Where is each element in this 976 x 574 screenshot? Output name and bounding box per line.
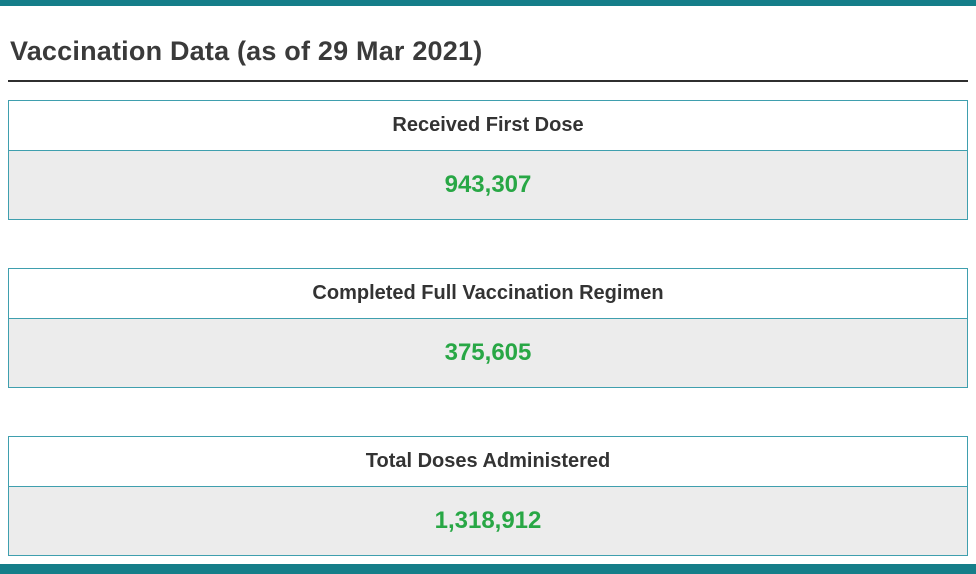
stat-card-label: Completed Full Vaccination Regimen (312, 282, 664, 304)
stat-card-full-regimen: Completed Full Vaccination Regimen 375,6… (8, 268, 968, 388)
stat-card-value-row: 375,605 (9, 319, 967, 387)
stat-card-total-doses: Total Doses Administered 1,318,912 (8, 436, 968, 556)
main-content: Vaccination Data (as of 29 Mar 2021) Rec… (8, 36, 968, 556)
top-accent-bar (0, 0, 976, 6)
stat-card-label: Total Doses Administered (365, 450, 611, 472)
stat-card-value-row: 943,307 (9, 151, 967, 219)
stat-card-header: Received First Dose (9, 101, 967, 151)
page-title: Vaccination Data (as of 29 Mar 2021) (10, 36, 483, 66)
stat-card-value: 943,307 (444, 171, 532, 198)
title-divider (8, 80, 968, 82)
stat-card-header: Total Doses Administered (9, 437, 967, 487)
stat-card-value: 375,605 (444, 339, 532, 366)
bottom-accent-bar (0, 564, 976, 574)
stat-card-value-row: 1,318,912 (9, 487, 967, 555)
stat-card-label: Received First Dose (392, 114, 584, 136)
stat-card-header: Completed Full Vaccination Regimen (9, 269, 967, 319)
stat-card-value: 1,318,912 (434, 507, 542, 534)
stat-card-first-dose: Received First Dose 943,307 (8, 100, 968, 220)
